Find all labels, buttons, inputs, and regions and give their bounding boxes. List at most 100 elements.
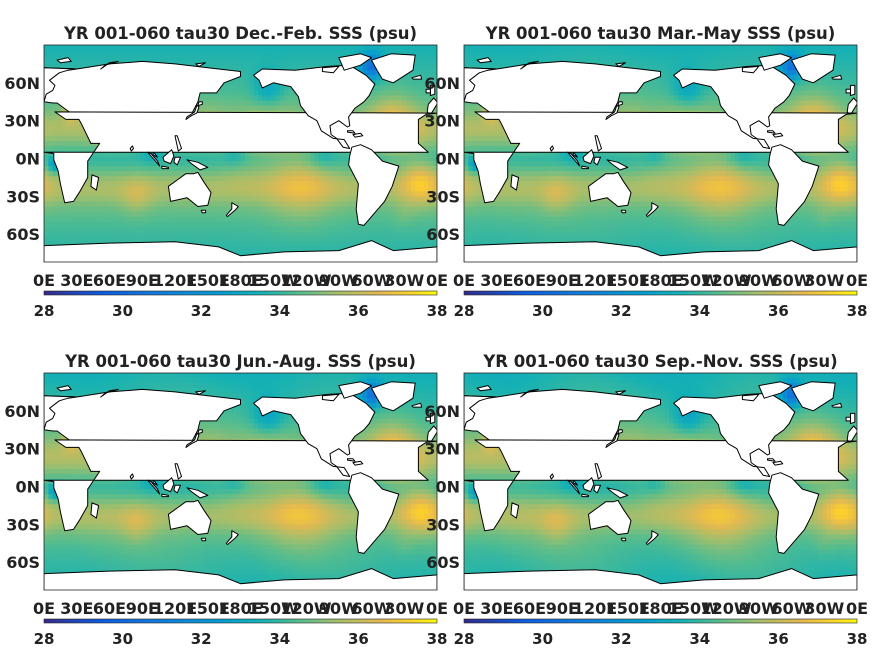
sss-cell xyxy=(388,191,394,197)
sss-cell xyxy=(345,186,351,192)
sss-cell xyxy=(822,85,828,92)
sss-cell xyxy=(161,50,167,56)
sss-cell xyxy=(468,45,474,51)
sss-cell xyxy=(336,231,342,238)
sss-cell xyxy=(157,186,163,192)
continent xyxy=(347,130,356,134)
sss-cell xyxy=(183,60,189,66)
sss-cell xyxy=(236,236,242,243)
sss-cell xyxy=(695,90,701,97)
sss-cell xyxy=(61,231,67,238)
sss-cell xyxy=(402,201,408,208)
sss-cell xyxy=(153,171,159,177)
sss-cell xyxy=(279,191,285,197)
sss-cell xyxy=(410,201,416,208)
sss-cell xyxy=(349,216,355,223)
sss-cell xyxy=(730,50,736,56)
sss-cell xyxy=(78,45,84,51)
sss-cell xyxy=(817,90,823,97)
sss-cell xyxy=(782,100,788,107)
sss-cell xyxy=(393,90,399,97)
sss-cell xyxy=(721,65,727,71)
sss-cell xyxy=(118,216,124,223)
sss-cell xyxy=(800,85,806,92)
sss-cell xyxy=(314,150,320,157)
sss-cell xyxy=(231,50,237,56)
sss-cell xyxy=(419,125,425,132)
sss-cell xyxy=(218,216,224,223)
sss-cell xyxy=(292,186,298,192)
sss-cell xyxy=(734,50,740,56)
sss-cell xyxy=(323,196,329,203)
sss-cell xyxy=(131,226,137,233)
x-tick-label: 30W xyxy=(384,271,424,290)
sss-cell xyxy=(726,55,731,61)
sss-cell xyxy=(153,201,159,208)
sss-cell xyxy=(57,55,63,61)
sss-cell xyxy=(253,80,259,86)
sss-cell xyxy=(319,50,325,56)
sss-cell xyxy=(279,95,285,102)
sss-cell xyxy=(122,45,128,51)
sss-cell xyxy=(708,65,714,71)
sss-cell xyxy=(301,201,307,208)
sss-cell xyxy=(131,196,137,203)
sss-cell xyxy=(109,161,115,167)
sss-cell xyxy=(542,55,548,61)
sss-cell xyxy=(314,201,320,208)
sss-cell xyxy=(179,211,185,218)
sss-cell xyxy=(512,60,517,66)
sss-cell xyxy=(214,236,220,243)
sss-cell xyxy=(148,221,154,228)
sss-cell xyxy=(227,171,233,177)
sss-cell xyxy=(100,50,106,56)
sss-cell xyxy=(87,236,93,243)
sss-cell xyxy=(406,201,412,208)
sss-cell xyxy=(297,201,303,208)
sss-cell xyxy=(48,115,54,122)
sss-cell xyxy=(284,201,290,208)
sss-cell xyxy=(852,65,857,71)
sss-cell xyxy=(332,156,338,162)
sss-cell xyxy=(843,50,849,56)
sss-cell xyxy=(804,90,810,97)
sss-cell xyxy=(415,226,421,233)
sss-cell xyxy=(92,201,97,208)
sss-cell xyxy=(288,105,294,112)
sss-cell xyxy=(236,90,242,97)
sss-cell xyxy=(170,60,176,66)
sss-cell xyxy=(144,221,150,228)
sss-cell xyxy=(349,171,355,177)
sss-cell xyxy=(231,176,237,182)
sss-cell xyxy=(419,140,425,147)
sss-cell xyxy=(384,196,390,203)
sss-cell xyxy=(384,45,390,51)
sss-cell xyxy=(135,231,141,238)
sss-cell xyxy=(148,231,154,238)
sss-cell xyxy=(306,206,311,213)
sss-cell xyxy=(340,156,346,162)
sss-cell xyxy=(839,80,845,86)
continent xyxy=(200,209,207,214)
continent xyxy=(44,111,437,204)
sss-cell xyxy=(349,50,355,56)
sss-cell xyxy=(201,171,207,177)
sss-cell xyxy=(410,100,416,107)
sss-cell xyxy=(292,161,298,167)
sss-cell xyxy=(349,181,355,187)
sss-cell xyxy=(209,186,215,192)
sss-cell xyxy=(122,196,128,203)
sss-cell xyxy=(384,211,390,218)
sss-cell xyxy=(708,95,714,102)
sss-cell xyxy=(852,50,857,56)
sss-cell xyxy=(279,50,285,56)
sss-cell xyxy=(209,216,215,223)
sss-cell xyxy=(397,171,403,177)
sss-cell xyxy=(428,171,434,177)
sss-cell xyxy=(402,236,408,243)
sss-cell xyxy=(227,55,233,61)
sss-cell xyxy=(516,55,522,61)
sss-cell xyxy=(52,105,58,112)
sss-cell xyxy=(375,231,381,238)
sss-cell xyxy=(660,95,666,102)
